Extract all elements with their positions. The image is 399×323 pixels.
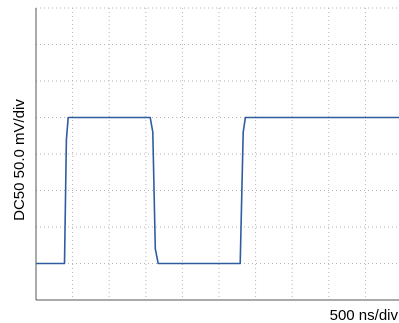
signal-trace [36,116,399,265]
x-axis-label: 500 ns/div [330,307,399,323]
graticule-grid [36,7,399,300]
y-axis-label: DC50 50.0 mV/div [11,99,28,221]
